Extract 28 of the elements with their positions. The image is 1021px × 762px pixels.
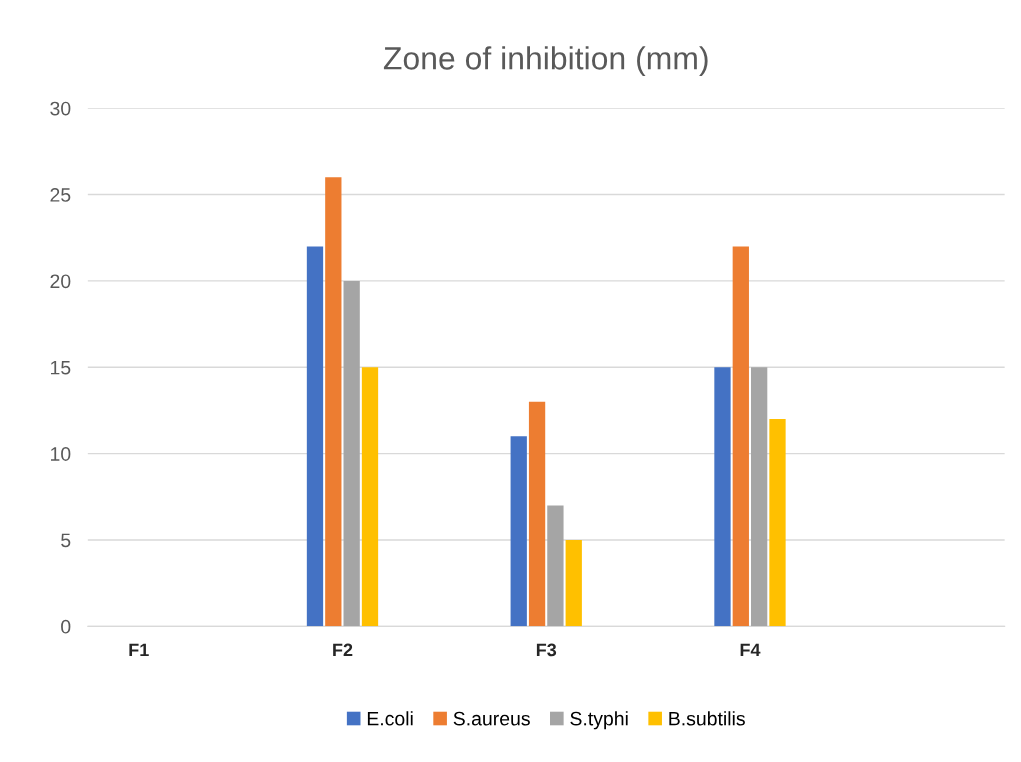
bar <box>769 419 786 627</box>
y-tick-label: 30 <box>50 101 71 116</box>
bar <box>751 367 768 627</box>
bar <box>325 177 342 627</box>
bar <box>732 246 749 627</box>
y-tick-label: 10 <box>51 447 71 461</box>
y-tick-label: 20 <box>50 274 71 289</box>
bar <box>714 367 731 627</box>
bar <box>361 367 379 627</box>
x-tick-label: F2 <box>333 643 353 657</box>
y-tick-label: 0 <box>61 619 71 634</box>
y-tick-label: 15 <box>51 360 71 375</box>
legend-label: S.typhi <box>570 711 628 730</box>
bar <box>565 540 582 627</box>
chart-title: Zone of inhibition (mm) <box>383 46 708 76</box>
y-tick-label: 5 <box>61 533 71 548</box>
bar <box>528 401 546 627</box>
legend-label: S.aureus <box>453 711 530 726</box>
bar <box>547 505 564 627</box>
x-tick-label: F1 <box>129 643 149 657</box>
bar <box>306 246 324 627</box>
legend-label: E.coli <box>367 711 413 726</box>
y-tick-label: 25 <box>50 188 71 202</box>
x-tick-label: F3 <box>536 643 557 657</box>
x-tick-label: F4 <box>740 643 761 657</box>
bar <box>343 280 360 627</box>
bar <box>510 436 527 627</box>
legend-label: B.subtilis <box>669 711 745 726</box>
